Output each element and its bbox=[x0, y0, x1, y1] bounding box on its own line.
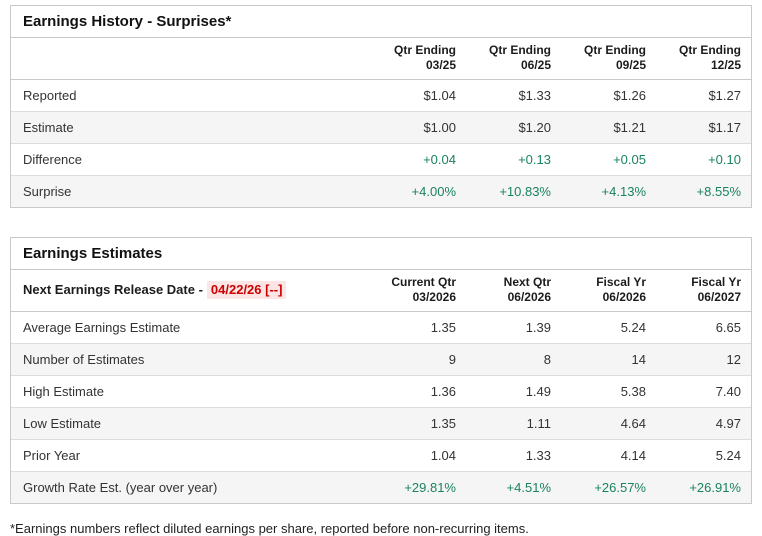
column-header-line2: 06/2026 bbox=[507, 290, 551, 304]
table-row-average-earnings-estimate: Average Earnings Estimate 1.35 1.39 5.24… bbox=[11, 311, 751, 344]
column-header-qtr-12-25: Qtr Ending 12/25 bbox=[656, 38, 751, 80]
column-header-line2: 09/25 bbox=[615, 58, 646, 72]
release-date-value[interactable]: 04/22/26 [--] bbox=[206, 280, 287, 299]
table-row-prior-year: Prior Year 1.04 1.33 4.14 5.24 bbox=[11, 439, 751, 472]
cell-value: +26.57% bbox=[594, 480, 646, 495]
cell-value: +26.91% bbox=[689, 480, 741, 495]
row-label: Estimate bbox=[11, 111, 371, 144]
cell-value: +10.83% bbox=[499, 184, 551, 199]
row-label: High Estimate bbox=[11, 375, 371, 408]
row-label: Reported bbox=[11, 79, 371, 112]
cell-value: 12 bbox=[656, 343, 751, 376]
cell-value: +0.05 bbox=[561, 143, 656, 176]
cell-value: 4.14 bbox=[561, 439, 656, 472]
cell-value: $1.27 bbox=[656, 79, 751, 112]
column-header-line1: Next Qtr bbox=[503, 275, 551, 289]
cell-value: $1.33 bbox=[466, 79, 561, 112]
column-header-line2: 12/25 bbox=[710, 58, 741, 72]
earnings-estimates-title: Earnings Estimates bbox=[11, 238, 751, 270]
earnings-estimates-section: Earnings Estimates Next Earnings Release… bbox=[10, 237, 752, 504]
cell-value: $1.21 bbox=[561, 111, 656, 144]
cell-value: 4.64 bbox=[561, 407, 656, 440]
column-header-line1: Qtr Ending bbox=[394, 43, 456, 57]
cell-value: 5.24 bbox=[656, 439, 751, 472]
earnings-history-section: Earnings History - Surprises* Qtr Ending… bbox=[10, 5, 752, 208]
cell-value: +29.81% bbox=[404, 480, 456, 495]
column-header-line2: 03/25 bbox=[425, 58, 456, 72]
next-earnings-release-cell: Next Earnings Release Date -04/22/26 [--… bbox=[11, 270, 371, 312]
column-header-line2: 06/25 bbox=[520, 58, 551, 72]
row-label: Number of Estimates bbox=[11, 343, 371, 376]
column-header-qtr-03-25: Qtr Ending 03/25 bbox=[371, 38, 466, 80]
cell-value: 1.39 bbox=[466, 311, 561, 344]
cell-value: 5.38 bbox=[561, 375, 656, 408]
table-row-reported: Reported $1.04 $1.33 $1.26 $1.27 bbox=[11, 79, 751, 112]
cell-value: +0.10 bbox=[656, 143, 751, 176]
cell-value: 1.04 bbox=[371, 439, 466, 472]
earnings-footnote: *Earnings numbers reflect diluted earnin… bbox=[10, 521, 529, 536]
column-header-qtr-09-25: Qtr Ending 09/25 bbox=[561, 38, 656, 80]
cell-value: 9 bbox=[371, 343, 466, 376]
cell-value: 5.24 bbox=[561, 311, 656, 344]
cell-value: +4.13% bbox=[601, 184, 646, 199]
table-row-growth-rate-est: Growth Rate Est. (year over year) +29.81… bbox=[11, 471, 751, 503]
row-label: Average Earnings Estimate bbox=[11, 311, 371, 344]
cell-value: 1.36 bbox=[371, 375, 466, 408]
cell-value: +0.13 bbox=[466, 143, 561, 176]
cell-value: $1.26 bbox=[561, 79, 656, 112]
row-label: Growth Rate Est. (year over year) bbox=[23, 480, 218, 495]
row-label: Difference bbox=[11, 143, 371, 176]
earnings-history-title: Earnings History - Surprises* bbox=[11, 6, 751, 38]
column-header-line1: Qtr Ending bbox=[584, 43, 646, 57]
column-header-next-qtr: Next Qtr 06/2026 bbox=[466, 270, 561, 312]
column-header-current-qtr: Current Qtr 03/2026 bbox=[371, 270, 466, 312]
column-header-line1: Qtr Ending bbox=[489, 43, 551, 57]
earnings-history-table: Qtr Ending 03/25 Qtr Ending 06/25 Qtr Endi… bbox=[11, 38, 751, 207]
table-row-low-estimate: Low Estimate 1.35 1.11 4.64 4.97 bbox=[11, 407, 751, 440]
cell-value: 1.33 bbox=[466, 439, 561, 472]
cell-value: $1.20 bbox=[466, 111, 561, 144]
cell-value: $1.00 bbox=[371, 111, 466, 144]
earnings-estimates-table: Next Earnings Release Date -04/22/26 [--… bbox=[11, 270, 751, 503]
column-header-fiscal-yr-2027: Fiscal Yr 06/2027 bbox=[656, 270, 751, 312]
column-header-line1: Fiscal Yr bbox=[596, 275, 646, 289]
cell-value: 8 bbox=[466, 343, 561, 376]
column-header-qtr-06-25: Qtr Ending 06/25 bbox=[466, 38, 561, 80]
row-label: Prior Year bbox=[11, 439, 371, 472]
column-header-line2: 06/2027 bbox=[697, 290, 741, 304]
column-header-line1: Fiscal Yr bbox=[691, 275, 741, 289]
column-header-line2: 06/2026 bbox=[602, 290, 646, 304]
release-date-label: Next Earnings Release Date - bbox=[23, 281, 203, 297]
cell-value: 1.49 bbox=[466, 375, 561, 408]
header-spacer-cell bbox=[11, 38, 371, 80]
earnings-estimates-header-row: Next Earnings Release Date -04/22/26 [--… bbox=[11, 270, 751, 312]
cell-value: 7.40 bbox=[656, 375, 751, 408]
cell-value: +0.04 bbox=[371, 143, 466, 176]
column-header-line2: 03/2026 bbox=[412, 290, 456, 304]
table-row-number-of-estimates: Number of Estimates 9 8 14 12 bbox=[11, 343, 751, 376]
cell-value: 1.35 bbox=[371, 407, 466, 440]
row-label: Surprise bbox=[23, 184, 72, 199]
table-row-difference: Difference +0.04 +0.13 +0.05 +0.10 bbox=[11, 143, 751, 176]
row-label: Low Estimate bbox=[11, 407, 371, 440]
cell-value: $1.04 bbox=[371, 79, 466, 112]
cell-value: 1.11 bbox=[466, 407, 561, 440]
cell-value: +4.51% bbox=[506, 480, 551, 495]
table-row-high-estimate: High Estimate 1.36 1.49 5.38 7.40 bbox=[11, 375, 751, 408]
cell-value: 6.65 bbox=[656, 311, 751, 344]
column-header-line1: Qtr Ending bbox=[679, 43, 741, 57]
cell-value: +4.00% bbox=[411, 184, 456, 199]
cell-value: $1.17 bbox=[656, 111, 751, 144]
cell-value: +8.55% bbox=[696, 184, 741, 199]
cell-value: 1.35 bbox=[371, 311, 466, 344]
column-header-fiscal-yr-2026: Fiscal Yr 06/2026 bbox=[561, 270, 656, 312]
table-row-estimate: Estimate $1.00 $1.20 $1.21 $1.17 bbox=[11, 111, 751, 144]
table-row-surprise: Surprise +4.00% +10.83% +4.13% +8.55% bbox=[11, 175, 751, 207]
column-header-line1: Current Qtr bbox=[391, 275, 456, 289]
cell-value: 4.97 bbox=[656, 407, 751, 440]
earnings-history-header-row: Qtr Ending 03/25 Qtr Ending 06/25 Qtr Endi… bbox=[11, 38, 751, 80]
cell-value: 14 bbox=[561, 343, 656, 376]
